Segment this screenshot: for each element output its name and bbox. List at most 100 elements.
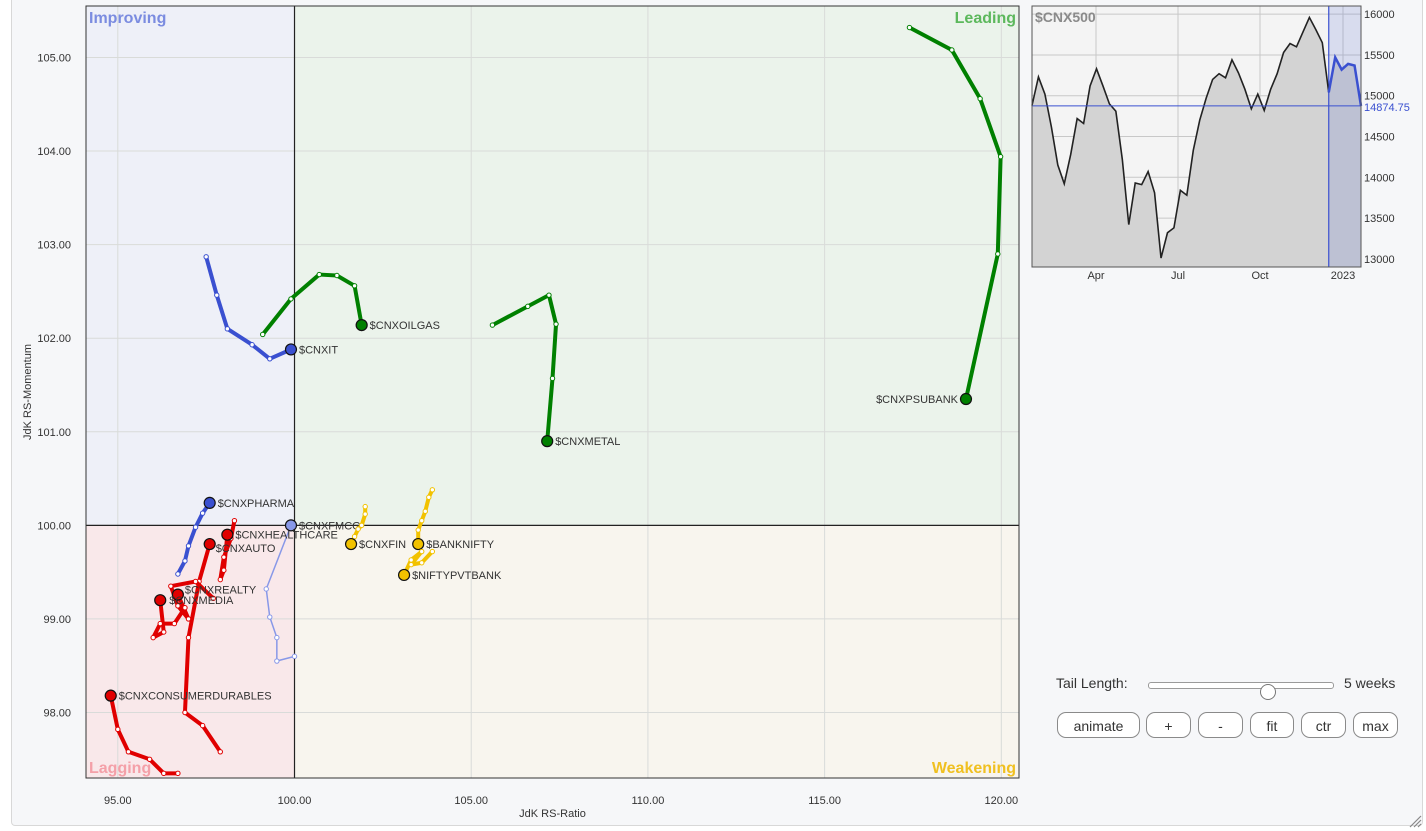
x-axis-title: JdK RS-Ratio: [519, 808, 586, 820]
head-marker[interactable]: [355, 318, 368, 332]
y-tick-label: 104.00: [37, 146, 71, 158]
tail-cnxmedia[interactable]: $CNXMEDIA: [150, 594, 234, 641]
mini-y-tick-label: 15000: [1364, 91, 1395, 103]
head-marker[interactable]: [203, 496, 216, 509]
tail-point: [171, 620, 178, 627]
tail-cnxconsumerdurables[interactable]: $CNXCONSUMERDURABLES: [104, 689, 272, 777]
tail-length-value: 5 weeks: [1344, 675, 1396, 691]
series-label: $CNXPSUBANK: [876, 394, 959, 406]
series-label: $CNXOILGAS: [370, 320, 440, 332]
tail-point: [549, 375, 556, 382]
mini-y-tick-label: 14500: [1364, 132, 1395, 144]
tail-point: [997, 153, 1004, 160]
resize-handle-icon[interactable]: [1408, 814, 1422, 828]
tail-point: [249, 342, 255, 348]
head-marker[interactable]: [397, 568, 411, 582]
tail-cnxoilgas[interactable]: $CNXOILGAS: [260, 271, 440, 338]
tail-point: [267, 614, 273, 620]
tail-cnxfmcg[interactable]: $CNXFMCG: [263, 519, 361, 664]
x-tick-label: 115.00: [808, 795, 841, 807]
tail-cnxit[interactable]: $CNXIT: [203, 254, 338, 362]
tail-length-slider[interactable]: [1148, 682, 1334, 700]
tail-line: [151, 598, 187, 640]
y-tick-label: 103.00: [37, 240, 71, 252]
tail-point: [168, 583, 174, 589]
head-marker[interactable]: [284, 343, 298, 356]
tail-point: [125, 749, 132, 755]
tail-point: [415, 527, 421, 533]
tail-cnxauto[interactable]: $CNXAUTO: [182, 537, 276, 755]
tail-cnxpharma[interactable]: $CNXPHARMA: [175, 496, 295, 577]
mini-y-tick-label: 13500: [1364, 213, 1395, 225]
head-marker[interactable]: [412, 537, 425, 551]
tail-cnxhealthcare[interactable]: $CNXHEALTHCARE: [217, 517, 338, 583]
tail-point: [362, 511, 368, 517]
head-marker[interactable]: [104, 689, 117, 702]
tail-point: [949, 47, 955, 53]
animate-button[interactable]: animate: [1057, 712, 1140, 738]
tail-point: [546, 292, 552, 298]
y-tick-label: 102.00: [37, 333, 71, 345]
tail-banknifty[interactable]: $BANKNIFTY: [412, 487, 495, 551]
zoom-in-button[interactable]: +: [1146, 712, 1191, 738]
head-marker[interactable]: [203, 537, 216, 551]
mini-area-fill: [1032, 17, 1361, 268]
mini-x-tick-label: Jul: [1171, 270, 1185, 282]
tail-point: [419, 548, 425, 555]
tail-point: [355, 526, 361, 532]
tail-point: [224, 326, 231, 332]
quadrant-label-weakening: Weakening: [932, 760, 1016, 777]
tail-point: [192, 524, 199, 530]
x-tick-label: 105.00: [454, 795, 488, 807]
head-marker[interactable]: [959, 392, 973, 406]
center-button[interactable]: ctr: [1301, 712, 1346, 738]
tail-point: [408, 557, 414, 563]
head-marker[interactable]: [284, 519, 298, 532]
tail-point: [185, 543, 192, 549]
tail-point: [175, 571, 181, 577]
tail-length-slider-handle[interactable]: [1260, 684, 1276, 700]
head-marker[interactable]: [171, 588, 184, 601]
tail-point: [429, 487, 436, 493]
tail-line: [204, 254, 293, 361]
head-marker[interactable]: [344, 537, 358, 551]
zoom-out-button[interactable]: -: [1198, 712, 1243, 738]
tail-cnxfin[interactable]: $CNXFIN: [344, 503, 407, 551]
tail-cnxpsubank[interactable]: $CNXPSUBANK: [876, 24, 1004, 406]
tail-point: [316, 271, 322, 278]
mini-chart-frame: [1031, 5, 1362, 268]
quadrant-weakening: [294, 525, 1019, 778]
tail-point: [146, 756, 153, 762]
tail-point: [150, 634, 156, 641]
tail-point: [426, 494, 432, 500]
head-marker[interactable]: [221, 528, 234, 541]
head-marker[interactable]: [541, 435, 554, 448]
tail-point: [362, 503, 368, 510]
tail-length-label: Tail Length:: [1056, 675, 1128, 691]
head-marker[interactable]: [154, 594, 167, 607]
tail-point: [267, 356, 273, 362]
tail-cnxrealty[interactable]: $CNXREALTY: [168, 578, 257, 622]
tail-point: [231, 517, 238, 524]
tail-point: [217, 749, 223, 755]
tail-point: [553, 321, 559, 327]
tail-cnxmetal[interactable]: $CNXMETAL: [489, 292, 620, 448]
tail-point: [182, 709, 188, 716]
series-label: $CNXAUTO: [216, 543, 276, 555]
quadrant-leading: [294, 6, 1019, 526]
y-tick-label: 105.00: [37, 52, 71, 64]
tail-point: [221, 554, 227, 560]
tail-line: [260, 272, 364, 337]
mini-x-tick-label: Oct: [1251, 270, 1268, 282]
max-button[interactable]: max: [1353, 712, 1398, 738]
tail-line: [490, 293, 559, 444]
tail-niftypvtbank[interactable]: $NIFTYPVTBANK: [397, 548, 502, 582]
fit-button[interactable]: fit: [1250, 712, 1294, 738]
mini-price-line-recent: [1327, 53, 1363, 107]
mini-y-tick-label: 16000: [1364, 9, 1395, 21]
series-label: $CNXCONSUMERDURABLES: [119, 691, 272, 703]
tail-point: [185, 634, 192, 641]
tail-point: [214, 292, 220, 298]
tail-point: [217, 576, 223, 583]
